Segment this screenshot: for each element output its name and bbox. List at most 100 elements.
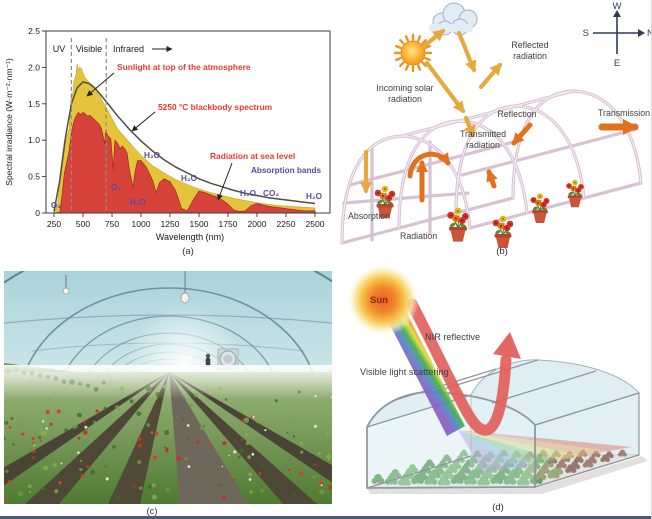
annotation-blackbody: 5250 °C blackbody spectrum	[158, 102, 272, 112]
foliage-dot	[103, 406, 108, 411]
strawberry-dot	[7, 480, 12, 484]
strawberry-dot	[137, 437, 142, 442]
flower-dot	[187, 465, 191, 468]
foliage-dot	[249, 490, 253, 494]
strawberry-dot	[328, 485, 332, 490]
foliage-dot	[247, 455, 252, 459]
strawberry-dot	[165, 449, 169, 453]
foliage-dot	[129, 399, 134, 404]
foliage-dot	[4, 420, 9, 425]
foliage-dot	[204, 444, 207, 446]
foliage-dot	[52, 463, 57, 468]
radiation-arrows-gold	[360, 28, 503, 194]
cloud-icon	[429, 2, 478, 36]
foliage-dot	[317, 440, 320, 443]
flower-pot	[447, 207, 469, 242]
foliage-dot	[38, 435, 42, 439]
solar-spectrum-chart: 250 500 750 1000 1250 1500 1750 2000 2250 2500 0 0.…	[4, 26, 331, 257]
y-tick-label: 0	[35, 208, 40, 218]
strawberry-dot	[314, 463, 317, 466]
foliage-dot	[319, 489, 325, 495]
foliage-dot	[245, 432, 250, 437]
label-sun: Sun	[370, 295, 388, 306]
nir-reflective-svg: Sun NIR reflective Visible light scatter…	[347, 264, 648, 513]
foliage-dot	[224, 398, 228, 401]
hanging-lamps	[62, 271, 190, 304]
sun-ray	[421, 39, 427, 45]
foliage-dot	[165, 487, 170, 492]
foliage-dot	[317, 451, 321, 455]
sun-ray	[421, 61, 427, 67]
crop-plant	[617, 449, 627, 457]
y-tick-label: 1.5	[28, 99, 40, 109]
greenhouse-photo-svg: (c)	[4, 271, 332, 517]
annotation-toa-arrow	[86, 72, 115, 97]
strawberry-dot	[39, 439, 43, 442]
foliage-dot	[136, 411, 142, 417]
foliage-dot	[64, 428, 68, 432]
foliage-dot	[293, 493, 297, 497]
foliage-dot	[326, 454, 332, 459]
band-label-o3: O₃	[51, 201, 61, 210]
strawberry-dot	[152, 455, 158, 460]
strawberry-dot	[104, 465, 107, 468]
flower-pot	[530, 193, 550, 224]
strawberry-dot	[4, 497, 7, 501]
foliage-dot	[19, 422, 23, 426]
foliage-dot	[41, 486, 46, 491]
strawberry-dot	[222, 441, 227, 446]
foliage-dot	[40, 430, 47, 436]
x-tick-label: 1750	[219, 219, 238, 229]
flower-dot	[60, 462, 63, 465]
flower-pot	[566, 179, 584, 208]
foliage-dot	[77, 412, 82, 418]
flower-dot	[45, 427, 48, 430]
strawberry-dot	[77, 436, 81, 440]
label-transmitted-radiation: Transmitted	[460, 129, 506, 139]
region-label-uv: UV	[53, 44, 66, 54]
compass-w: W	[613, 1, 622, 12]
crop-plant	[587, 456, 597, 464]
foliage-dot	[146, 423, 151, 427]
person	[205, 353, 211, 367]
foliage-dot	[182, 418, 185, 421]
foliage-dot	[4, 453, 7, 456]
strawberry-dot	[58, 480, 62, 485]
foliage-dot	[151, 483, 156, 488]
x-tick-label: 250	[47, 219, 61, 229]
foliage-dot	[112, 445, 116, 449]
strawberry-dot	[190, 492, 192, 495]
plot-frame	[45, 30, 331, 214]
panel-b-labels: Reflected radiation Incoming solar radia…	[348, 40, 650, 241]
foliage-dot	[150, 431, 154, 434]
sun-ray	[424, 56, 431, 62]
strawberry-dot	[21, 432, 25, 436]
foliage-dot	[312, 475, 316, 479]
foliage-dot	[93, 420, 96, 424]
strawberry-dot	[32, 449, 36, 453]
compass-n: N	[647, 28, 652, 39]
axis-ticks: 250 500 750 1000 1250 1500 1750 2000 2250 2500 0 0.…	[28, 26, 325, 229]
flower-dot	[264, 429, 267, 432]
annotation-sea-level: Radiation at sea level	[210, 151, 295, 161]
flower-dot	[105, 477, 109, 481]
panel-d-nir-reflective-diagram: Sun NIR reflective Visible light scatter…	[332, 260, 651, 519]
strawberry-dot	[232, 478, 235, 481]
foliage-dot	[10, 417, 14, 420]
foliage-dot	[79, 467, 82, 471]
strawberry-dot	[45, 410, 50, 415]
strawberry-dot	[318, 480, 323, 486]
label-absorption: Absorption	[348, 211, 390, 221]
foliage-dot	[31, 403, 34, 406]
band-label-h2o-1: H₂O	[130, 198, 147, 207]
foliage-dot	[80, 459, 83, 463]
flower-dot	[248, 478, 252, 481]
region-boundary-lines	[70, 38, 107, 213]
flower-dot	[252, 415, 255, 418]
sun-ray	[399, 61, 405, 67]
flower-dot	[41, 420, 45, 423]
flower-pot	[374, 185, 396, 218]
foliage-dot	[90, 470, 96, 475]
x-tick-label: 1250	[161, 219, 180, 229]
foliage-dot	[5, 469, 9, 473]
